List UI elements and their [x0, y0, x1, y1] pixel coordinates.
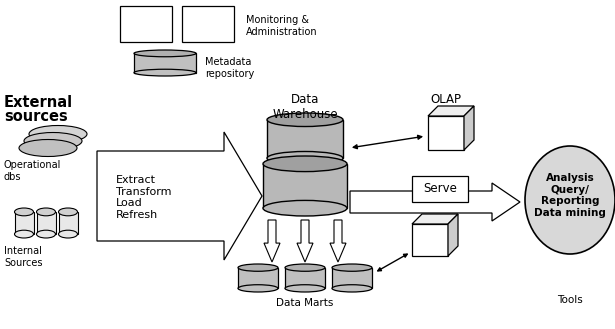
Text: OLAP: OLAP — [430, 93, 461, 106]
Polygon shape — [448, 214, 458, 256]
Polygon shape — [330, 220, 346, 262]
Ellipse shape — [238, 285, 278, 292]
Text: Monitoring &
Administration: Monitoring & Administration — [246, 15, 317, 37]
Ellipse shape — [24, 133, 82, 149]
Polygon shape — [464, 106, 474, 150]
Polygon shape — [350, 183, 520, 221]
Bar — [263, 164, 347, 208]
Polygon shape — [264, 220, 280, 262]
Bar — [285, 267, 325, 288]
Bar — [15, 212, 33, 234]
Text: Metadata
repository: Metadata repository — [205, 57, 254, 79]
Text: Data
Warehouse: Data Warehouse — [272, 93, 338, 121]
Ellipse shape — [58, 230, 77, 238]
Ellipse shape — [525, 146, 615, 254]
Ellipse shape — [332, 264, 372, 271]
Text: Analysis
Query/
Reporting
Data mining: Analysis Query/ Reporting Data mining — [534, 173, 606, 218]
Text: Extract
Transform
Load
Refresh: Extract Transform Load Refresh — [116, 175, 172, 220]
Ellipse shape — [15, 208, 33, 216]
Text: Serve: Serve — [423, 183, 457, 195]
Ellipse shape — [15, 230, 33, 238]
Bar — [134, 53, 196, 73]
Bar — [120, 6, 172, 42]
Ellipse shape — [36, 230, 55, 238]
Bar — [238, 267, 278, 288]
Ellipse shape — [58, 208, 77, 216]
Ellipse shape — [134, 69, 196, 76]
Polygon shape — [428, 106, 474, 116]
Bar — [412, 224, 448, 256]
Bar — [267, 120, 343, 158]
Ellipse shape — [134, 50, 196, 57]
Bar — [58, 212, 77, 234]
Polygon shape — [412, 214, 458, 224]
Ellipse shape — [29, 125, 87, 142]
Bar — [412, 176, 468, 202]
Text: Tools: Tools — [557, 295, 583, 305]
Polygon shape — [97, 132, 262, 260]
Ellipse shape — [263, 156, 347, 172]
Bar — [332, 267, 372, 288]
Ellipse shape — [285, 264, 325, 271]
Text: sources: sources — [4, 109, 68, 124]
Ellipse shape — [238, 264, 278, 271]
Text: Operational
dbs: Operational dbs — [4, 160, 62, 182]
Polygon shape — [297, 220, 313, 262]
Text: Internal
Sources: Internal Sources — [4, 246, 42, 267]
Ellipse shape — [19, 139, 77, 157]
Bar — [428, 116, 464, 150]
Ellipse shape — [36, 208, 55, 216]
Ellipse shape — [332, 285, 372, 292]
Text: External: External — [4, 95, 73, 110]
Ellipse shape — [285, 285, 325, 292]
Ellipse shape — [267, 113, 343, 127]
Ellipse shape — [267, 151, 343, 165]
Bar — [36, 212, 55, 234]
Ellipse shape — [263, 200, 347, 216]
Bar — [182, 6, 234, 42]
Text: Data Marts: Data Marts — [276, 298, 334, 308]
